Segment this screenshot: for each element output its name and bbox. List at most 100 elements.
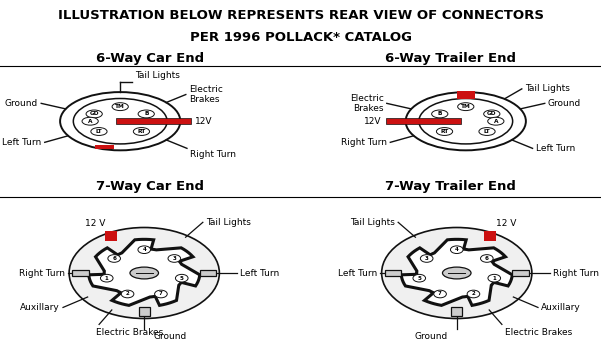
Text: Auxillary: Auxillary <box>20 303 60 312</box>
Text: 12 V: 12 V <box>85 219 105 228</box>
Circle shape <box>168 255 181 262</box>
Bar <box>385 269 401 277</box>
Text: Tail Lights: Tail Lights <box>350 218 395 227</box>
Circle shape <box>121 290 134 298</box>
Circle shape <box>133 127 150 135</box>
Text: ILLUSTRATION BELOW REPRESENTS REAR VIEW OF CONNECTORS: ILLUSTRATION BELOW REPRESENTS REAR VIEW … <box>58 9 543 22</box>
Circle shape <box>436 127 453 135</box>
Circle shape <box>488 274 501 282</box>
Text: 3: 3 <box>172 256 176 261</box>
Text: Electric Brakes: Electric Brakes <box>96 328 163 337</box>
Text: Tail Lights: Tail Lights <box>135 71 180 80</box>
Text: PER 1996 POLLACK* CATALOG: PER 1996 POLLACK* CATALOG <box>189 31 412 44</box>
Text: Left Turn: Left Turn <box>535 144 575 153</box>
Text: 7-Way Car End: 7-Way Car End <box>96 180 204 193</box>
Text: GD: GD <box>487 111 496 116</box>
Text: TM: TM <box>461 104 471 109</box>
Text: 7: 7 <box>438 292 442 297</box>
Circle shape <box>100 274 113 282</box>
Circle shape <box>91 127 107 135</box>
Text: 5: 5 <box>180 276 184 281</box>
Text: RT: RT <box>137 129 145 134</box>
Bar <box>512 269 529 277</box>
Text: 2: 2 <box>126 292 129 297</box>
Text: Left Turn: Left Turn <box>338 269 377 277</box>
Circle shape <box>138 246 150 253</box>
Text: B: B <box>438 111 442 116</box>
Circle shape <box>154 290 167 298</box>
Text: 1: 1 <box>492 276 496 281</box>
Text: 12 V: 12 V <box>496 219 516 228</box>
Text: Electric
Brakes: Electric Brakes <box>189 85 223 104</box>
Text: 1: 1 <box>105 276 109 281</box>
Text: 12V: 12V <box>364 117 382 126</box>
Bar <box>72 269 88 277</box>
Text: 6: 6 <box>485 256 489 261</box>
Circle shape <box>484 110 500 118</box>
Ellipse shape <box>130 267 159 279</box>
Polygon shape <box>89 240 200 305</box>
Text: Electric Brakes: Electric Brakes <box>505 328 572 337</box>
Circle shape <box>382 228 532 318</box>
Polygon shape <box>401 240 512 305</box>
Text: 5: 5 <box>417 276 421 281</box>
Text: 2: 2 <box>472 292 475 297</box>
Circle shape <box>479 127 495 135</box>
Bar <box>105 231 117 241</box>
Circle shape <box>69 228 219 318</box>
Bar <box>116 118 191 124</box>
Circle shape <box>112 103 129 111</box>
Circle shape <box>467 290 480 298</box>
Circle shape <box>420 255 433 262</box>
Circle shape <box>86 110 102 118</box>
Bar <box>138 306 150 316</box>
Bar <box>200 269 216 277</box>
Text: TM: TM <box>115 104 125 109</box>
Text: Ground: Ground <box>548 99 581 108</box>
Text: B: B <box>144 111 148 116</box>
Text: Tail Lights: Tail Lights <box>525 84 570 94</box>
Circle shape <box>488 117 504 125</box>
Text: 6-Way Trailer End: 6-Way Trailer End <box>385 52 516 65</box>
Text: 12V: 12V <box>195 117 213 126</box>
Text: Left Turn: Left Turn <box>240 269 279 277</box>
Text: A: A <box>88 119 93 124</box>
Text: Right Turn: Right Turn <box>341 138 387 147</box>
Bar <box>484 231 496 241</box>
Text: Auxillary: Auxillary <box>541 303 581 312</box>
Circle shape <box>82 117 99 125</box>
Text: LT: LT <box>484 129 490 134</box>
Circle shape <box>451 246 463 253</box>
Text: 6: 6 <box>112 256 116 261</box>
Circle shape <box>458 103 474 111</box>
Text: Right Turn: Right Turn <box>190 150 236 159</box>
Circle shape <box>138 110 154 118</box>
Circle shape <box>413 274 426 282</box>
Circle shape <box>108 255 120 262</box>
Text: GD: GD <box>90 111 99 116</box>
Bar <box>451 306 463 316</box>
Text: Ground: Ground <box>153 332 186 341</box>
Text: Right Turn: Right Turn <box>19 269 64 277</box>
Text: A: A <box>493 119 498 124</box>
Circle shape <box>432 110 448 118</box>
Text: 6-Way Car End: 6-Way Car End <box>96 52 204 65</box>
Bar <box>457 91 475 99</box>
Text: 4: 4 <box>455 247 459 252</box>
Text: Ground: Ground <box>415 332 448 341</box>
Text: Electric
Brakes: Electric Brakes <box>350 94 384 113</box>
Text: Right Turn: Right Turn <box>553 269 599 277</box>
Text: 7-Way Trailer End: 7-Way Trailer End <box>385 180 516 193</box>
Text: RT: RT <box>441 129 449 134</box>
Text: 7: 7 <box>159 292 163 297</box>
Circle shape <box>175 274 188 282</box>
Text: 3: 3 <box>425 256 429 261</box>
Text: Left Turn: Left Turn <box>2 138 41 147</box>
Text: Tail Lights: Tail Lights <box>206 218 251 227</box>
Bar <box>386 118 462 124</box>
Text: 4: 4 <box>142 247 146 252</box>
Circle shape <box>481 255 493 262</box>
Text: Ground: Ground <box>5 99 38 108</box>
Circle shape <box>434 290 447 298</box>
Ellipse shape <box>442 267 471 279</box>
